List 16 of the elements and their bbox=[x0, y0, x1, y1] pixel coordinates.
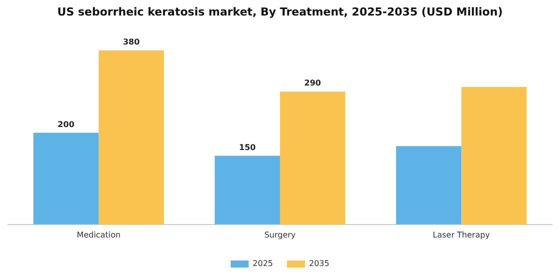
legend-label: 2035 bbox=[309, 259, 330, 268]
bar bbox=[33, 132, 99, 224]
x-tick-label: Laser Therapy bbox=[432, 230, 490, 240]
data-label: 200 bbox=[58, 120, 75, 129]
bar bbox=[461, 87, 527, 224]
bar bbox=[280, 92, 346, 224]
data-label: 380 bbox=[122, 37, 140, 46]
bar bbox=[214, 156, 280, 224]
x-tick-label: Medication bbox=[76, 230, 121, 240]
legend-label: 2025 bbox=[252, 259, 273, 268]
chart-title: US seborrheic keratosis market, By Treatment, 2025-2035 (USD Million) bbox=[57, 5, 503, 18]
x-tick-label: Surgery bbox=[264, 230, 296, 240]
bar bbox=[396, 146, 462, 224]
bar bbox=[98, 50, 164, 224]
data-label: 150 bbox=[239, 142, 256, 152]
data-label: 290 bbox=[304, 78, 322, 88]
